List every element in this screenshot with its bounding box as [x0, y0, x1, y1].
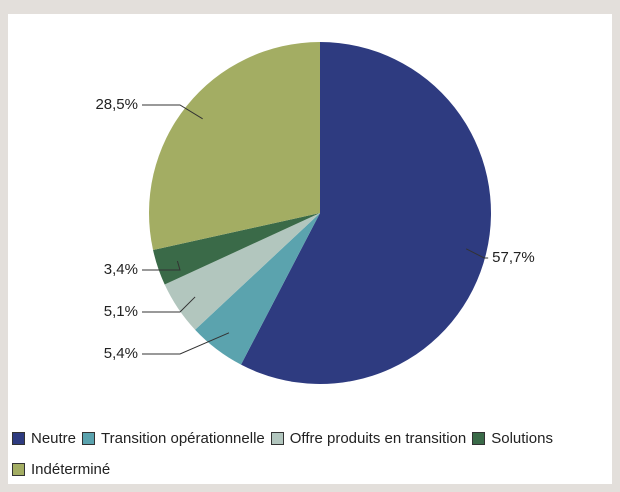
legend-swatch [12, 432, 25, 445]
pie-slice [195, 213, 320, 365]
legend-swatch [12, 463, 25, 476]
data-label: 3,4% [104, 261, 138, 278]
chart: 57,7% 5,4% 5,1% 3,4% 28,5% [95, 42, 535, 384]
legend-swatch [270, 432, 284, 445]
legend-item: Indéterminé [12, 461, 110, 478]
legend-swatch [82, 432, 96, 445]
data-label: 5,1% [104, 303, 138, 320]
pie-slice [164, 213, 320, 330]
legend: Neutre Transition opérationnelle Offre pro… [12, 430, 612, 478]
legend-label: Indéterminé [31, 461, 111, 478]
legend-label: Offre produits en transition [289, 430, 467, 447]
pie-slice [149, 42, 320, 251]
leader-line [142, 296, 196, 313]
legend-item: Offre produits en transition [270, 430, 467, 447]
data-label: 28,5% [95, 96, 138, 113]
legend-item: Solutions [472, 430, 553, 447]
leader-line [142, 260, 181, 271]
leader-line [142, 332, 230, 355]
legend-label: Neutre [31, 430, 77, 447]
pie-slice [241, 42, 491, 384]
legend-swatch [472, 432, 486, 445]
data-label: 5,4% [104, 345, 138, 362]
data-label: 57,7% [492, 249, 535, 266]
legend-label: Solutions [491, 430, 553, 447]
legend-item: Transition opérationnelle [82, 430, 265, 447]
chart-panel: 57,7% 5,4% 5,1% 3,4% 28,5% Neutre Transition … [8, 14, 612, 484]
legend-label: Transition opérationnelle [101, 430, 265, 447]
pie-slice [153, 213, 320, 285]
legend-item: Neutre [12, 430, 76, 447]
leader-line [142, 104, 203, 120]
leader-line [465, 248, 489, 259]
